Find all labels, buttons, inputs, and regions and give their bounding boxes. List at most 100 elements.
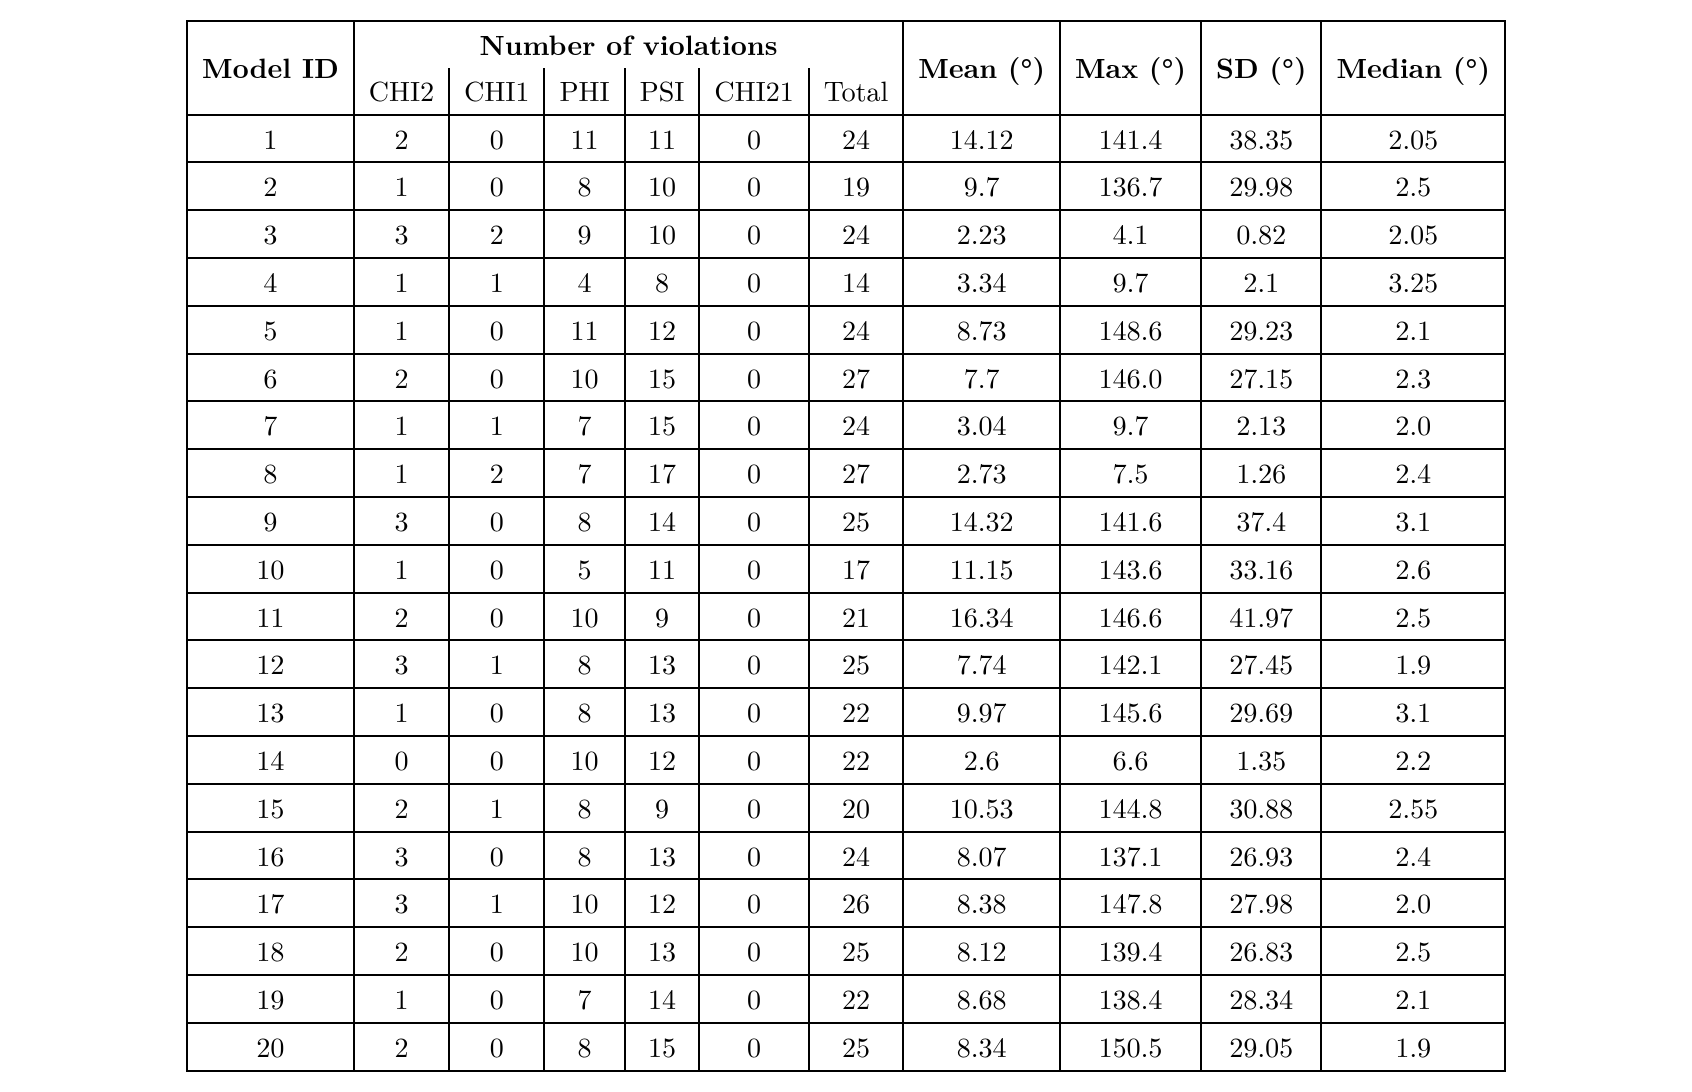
cell-mean: 14.12 [903,115,1060,163]
cell-id: 10 [187,545,354,593]
cell-total: 24 [809,115,904,163]
cell-max: 141.6 [1060,497,1201,545]
cell-id: 18 [187,927,354,975]
cell-id: 17 [187,879,354,927]
col-max: Max (°) [1060,21,1201,115]
cell-phi: 5 [544,545,624,593]
cell-sd: 26.83 [1201,927,1321,975]
cell-total: 25 [809,1023,904,1071]
cell-phi: 4 [544,258,624,306]
cell-sd: 29.05 [1201,1023,1321,1071]
col-phi: PHI [544,68,624,115]
cell-median: 2.2 [1321,736,1505,784]
table-row: 7117150243.049.72.132.0 [187,401,1505,449]
cell-mean: 8.07 [903,832,1060,880]
cell-chi1: 0 [449,1023,544,1071]
cell-max: 146.0 [1060,354,1201,402]
cell-chi2: 2 [354,115,449,163]
cell-id: 11 [187,593,354,641]
cell-mean: 2.6 [903,736,1060,784]
cell-chi1: 1 [449,258,544,306]
cell-median: 1.9 [1321,1023,1505,1071]
cell-median: 2.5 [1321,593,1505,641]
cell-sd: 41.97 [1201,593,1321,641]
cell-id: 14 [187,736,354,784]
cell-max: 136.7 [1060,162,1201,210]
cell-id: 9 [187,497,354,545]
table-row: 3329100242.234.10.822.05 [187,210,1505,258]
cell-total: 25 [809,497,904,545]
cell-sd: 29.23 [1201,306,1321,354]
cell-max: 150.5 [1060,1023,1201,1071]
cell-phi: 8 [544,688,624,736]
table-row: 140010120222.66.61.352.2 [187,736,1505,784]
col-chi2: CHI2 [354,68,449,115]
cell-chi21: 0 [699,545,808,593]
cell-median: 2.0 [1321,401,1505,449]
cell-sd: 1.35 [1201,736,1321,784]
cell-median: 1.9 [1321,640,1505,688]
table-row: 120111102414.12141.438.352.05 [187,115,1505,163]
cell-chi21: 0 [699,784,808,832]
cell-total: 24 [809,210,904,258]
table-header: Model ID Number of violations Mean (°) M… [187,21,1505,115]
cell-chi21: 0 [699,497,808,545]
cell-phi: 8 [544,832,624,880]
cell-psi: 15 [625,401,700,449]
table-row: 411480143.349.72.13.25 [187,258,1505,306]
col-violations-group: Number of violations [354,21,904,68]
cell-phi: 10 [544,879,624,927]
table-body: 120111102414.12141.438.352.052108100199.… [187,115,1505,1071]
cell-median: 2.4 [1321,449,1505,497]
cell-mean: 3.34 [903,258,1060,306]
table-row: 13108130229.97145.629.693.1 [187,688,1505,736]
cell-chi2: 2 [354,1023,449,1071]
cell-mean: 9.7 [903,162,1060,210]
cell-chi21: 0 [699,640,808,688]
cell-max: 144.8 [1060,784,1201,832]
cell-chi1: 0 [449,688,544,736]
cell-chi2: 2 [354,593,449,641]
table-row: 101051101711.15143.633.162.6 [187,545,1505,593]
cell-sd: 27.98 [1201,879,1321,927]
cell-sd: 33.16 [1201,545,1321,593]
cell-sd: 30.88 [1201,784,1321,832]
col-chi21: CHI21 [699,68,808,115]
cell-total: 14 [809,258,904,306]
cell-phi: 8 [544,1023,624,1071]
table-row: 20208150258.34150.529.051.9 [187,1023,1505,1071]
cell-phi: 8 [544,162,624,210]
cell-id: 13 [187,688,354,736]
table-row: 62010150277.7146.027.152.3 [187,354,1505,402]
cell-id: 1 [187,115,354,163]
cell-chi1: 1 [449,401,544,449]
cell-chi1: 1 [449,879,544,927]
cell-total: 24 [809,401,904,449]
cell-phi: 9 [544,210,624,258]
cell-chi2: 3 [354,832,449,880]
cell-mean: 2.23 [903,210,1060,258]
cell-max: 9.7 [1060,401,1201,449]
cell-chi1: 0 [449,832,544,880]
cell-chi21: 0 [699,736,808,784]
cell-chi2: 3 [354,879,449,927]
table-row: 182010130258.12139.426.832.5 [187,927,1505,975]
cell-total: 24 [809,306,904,354]
cell-chi21: 0 [699,162,808,210]
col-mean: Mean (°) [903,21,1060,115]
cell-mean: 14.32 [903,497,1060,545]
cell-max: 143.6 [1060,545,1201,593]
cell-max: 6.6 [1060,736,1201,784]
cell-psi: 12 [625,306,700,354]
cell-max: 145.6 [1060,688,1201,736]
cell-sd: 37.4 [1201,497,1321,545]
cell-psi: 11 [625,115,700,163]
cell-psi: 12 [625,879,700,927]
cell-chi21: 0 [699,354,808,402]
cell-chi2: 1 [354,401,449,449]
cell-sd: 29.69 [1201,688,1321,736]
cell-psi: 15 [625,1023,700,1071]
cell-max: 9.7 [1060,258,1201,306]
cell-mean: 8.38 [903,879,1060,927]
cell-chi1: 2 [449,449,544,497]
